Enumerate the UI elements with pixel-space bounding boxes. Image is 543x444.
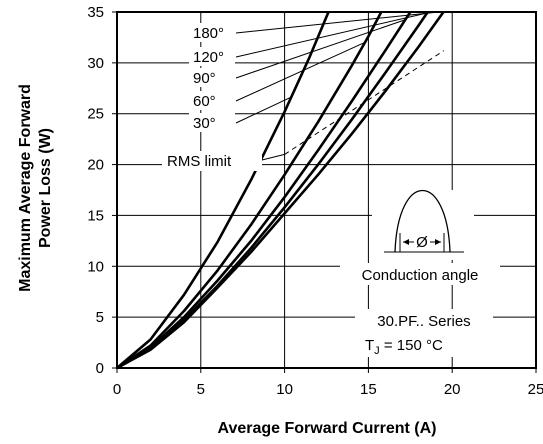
series-label-bg bbox=[189, 113, 235, 132]
series-label-bg bbox=[189, 68, 235, 87]
rms-limit-layer bbox=[284, 50, 445, 155]
y-tick-label: 0 bbox=[96, 360, 104, 377]
rms-leader bbox=[261, 153, 285, 161]
phi-label: Ø bbox=[416, 234, 428, 251]
x-tick-label: 0 bbox=[113, 381, 121, 398]
y-axis-title: Maximum Average Forward Power Loss (W) bbox=[17, 84, 54, 292]
y-axis-title-line-2: Power Loss (W) bbox=[37, 128, 54, 248]
rms-limit-label: RMS limit bbox=[167, 153, 232, 170]
phi-bg bbox=[414, 234, 430, 250]
x-tick-label: 25 bbox=[528, 381, 543, 398]
y-tick-label: 10 bbox=[87, 258, 104, 275]
x-axis-title: Average Forward Current (A) bbox=[218, 420, 437, 437]
series-leader bbox=[235, 19, 406, 79]
curves bbox=[117, 12, 446, 368]
conduction-caption-bg bbox=[340, 263, 500, 285]
series-line-1 bbox=[117, 12, 430, 368]
series-box-bg bbox=[355, 309, 493, 357]
x-tick-label: 10 bbox=[276, 381, 293, 398]
series-leader bbox=[235, 96, 292, 124]
series-line-0 bbox=[117, 12, 446, 368]
series-line-4 bbox=[117, 12, 330, 368]
y-tick-label: 15 bbox=[87, 207, 104, 224]
rms-limit-line bbox=[284, 50, 445, 155]
series-line-3 bbox=[117, 12, 383, 368]
series-label: 30° bbox=[193, 115, 216, 132]
series-leader bbox=[235, 10, 444, 34]
plot-frame bbox=[116, 11, 537, 369]
x-tick-label: 15 bbox=[360, 381, 377, 398]
x-tick-label: 5 bbox=[197, 381, 205, 398]
annotations: 180° 120° 90° 60° 30° RMS limit bbox=[162, 10, 444, 171]
waveform-angle-marks bbox=[399, 233, 445, 253]
conduction-angle-caption: Conduction angle bbox=[362, 267, 479, 284]
temp-symbol: T bbox=[365, 337, 374, 354]
y-tick-label: 35 bbox=[87, 4, 104, 21]
series-label: 180° bbox=[193, 25, 224, 42]
y-tick-label: 25 bbox=[87, 106, 104, 123]
series-line-2 bbox=[117, 12, 412, 368]
junction-temp-label: TJ = 150 °C bbox=[365, 337, 443, 357]
series-leader bbox=[235, 12, 428, 58]
series-label: 120° bbox=[193, 49, 224, 66]
series-leader bbox=[235, 41, 366, 102]
y-axis-title-line-1: Maximum Average Forward bbox=[17, 84, 34, 292]
rms-label-bg bbox=[162, 151, 262, 171]
series-label-bg bbox=[189, 23, 235, 42]
device-series-label: 30.PF.. Series bbox=[377, 313, 470, 330]
tick-labels: 0 5 10 15 20 25 0 5 10 15 20 25 30 35 bbox=[87, 4, 543, 398]
series-label-bg bbox=[189, 47, 235, 66]
y-tick-label: 30 bbox=[87, 55, 104, 72]
y-tick-label: 20 bbox=[87, 157, 104, 174]
y-tick-label: 5 bbox=[96, 309, 104, 326]
x-tick-label: 20 bbox=[444, 381, 461, 398]
series-label: 60° bbox=[193, 93, 216, 110]
temp-value: = 150 °C bbox=[380, 337, 443, 354]
waveform-halfsine bbox=[394, 190, 451, 253]
series-label: 90° bbox=[193, 70, 216, 87]
series-label-bg bbox=[189, 91, 235, 110]
temp-subscript: J bbox=[374, 345, 380, 357]
